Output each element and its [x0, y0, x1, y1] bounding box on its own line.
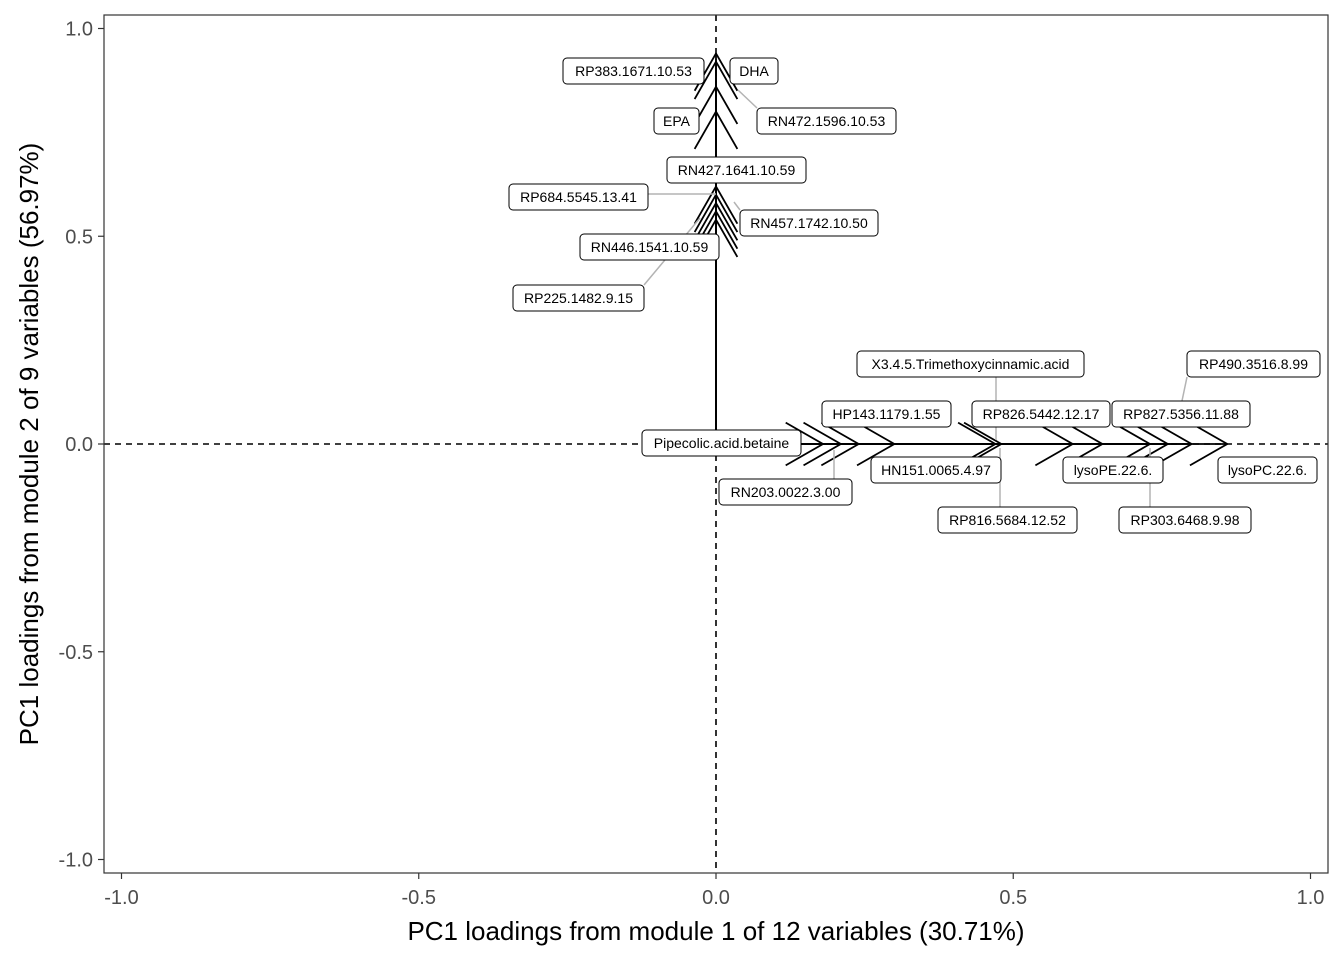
label-RP490.3516.8.99: RP490.3516.8.99 — [1186, 350, 1321, 378]
label-box — [1062, 456, 1164, 484]
label-EPA: EPA — [653, 107, 700, 135]
label-RN203.0022.3.00: RN203.0022.3.00 — [718, 478, 853, 506]
label-lysoPE.22.6.: lysoPE.22.6. — [1062, 456, 1164, 484]
arrowhead-EPA — [693, 109, 739, 150]
label-box — [856, 350, 1085, 378]
x-tick-label: 1.0 — [1297, 887, 1325, 909]
y-tick-label: -0.5 — [59, 642, 93, 664]
label-box — [971, 400, 1111, 428]
label-RN427.1641.10.59: RN427.1641.10.59 — [666, 156, 807, 184]
x-tick-label: -0.5 — [402, 887, 436, 909]
label-RP225.1482.9.15: RP225.1482.9.15 — [512, 284, 645, 312]
label-box — [579, 233, 720, 261]
label-box — [641, 429, 802, 457]
label-box — [821, 400, 952, 428]
label-text: EPA — [663, 113, 691, 129]
y-tick-label: 1.0 — [65, 19, 93, 41]
leader-RN457.1742.10.50 — [733, 201, 741, 211]
label-box — [729, 57, 779, 85]
label-box — [508, 183, 649, 211]
label-RP303.6468.9.98: RP303.6468.9.98 — [1118, 506, 1252, 534]
label-DHA: DHA — [729, 57, 779, 85]
label-box — [937, 506, 1078, 534]
label-text: HN151.0065.4.97 — [881, 462, 991, 478]
label-text: RP490.3516.8.99 — [1199, 356, 1308, 372]
label-box — [870, 456, 1002, 484]
label-box — [1217, 456, 1318, 484]
label-box — [718, 478, 853, 506]
label-text: RP827.5356.11.88 — [1123, 406, 1239, 422]
label-box — [1111, 400, 1251, 428]
label-text: RP383.1671.10.53 — [575, 63, 692, 79]
label-HP143.1179.1.55: HP143.1179.1.55 — [821, 400, 952, 428]
y-axis-title: PC1 loadings from module 2 of 9 variable… — [14, 143, 44, 746]
label-box — [1118, 506, 1252, 534]
x-axis-title: PC1 loadings from module 1 of 12 variabl… — [407, 916, 1024, 946]
label-RP816.5684.12.52: RP816.5684.12.52 — [937, 506, 1078, 534]
point-label-layer: RP383.1671.10.53 DHA RN472.1596.10.53 EPA RN… — [508, 57, 1321, 534]
label-HN151.0065.4.97: HN151.0065.4.97 — [870, 456, 1002, 484]
label-text: RP816.5684.12.52 — [949, 512, 1066, 528]
label-Pipecolic.acid.betaine: Pipecolic.acid.betaine — [641, 429, 802, 457]
label-text: Pipecolic.acid.betaine — [654, 435, 790, 451]
label-lysoPC.22.6.: lysoPC.22.6. — [1217, 456, 1318, 484]
label-box — [562, 57, 705, 85]
y-tick-label: 0.5 — [65, 226, 93, 248]
label-text: RP826.5442.12.17 — [983, 406, 1100, 422]
label-text: lysoPC.22.6. — [1228, 462, 1307, 478]
leader-RN472.1596.10.53 — [737, 89, 758, 109]
label-text: lysoPE.22.6. — [1074, 462, 1153, 478]
label-text: RP225.1482.9.15 — [524, 290, 633, 306]
x-tick-label: 0.5 — [999, 887, 1027, 909]
label-text: X3.4.5.Trimethoxycinnamic.acid — [872, 356, 1070, 372]
label-text: RN472.1596.10.53 — [768, 113, 886, 129]
label-text: HP143.1179.1.55 — [833, 406, 941, 422]
label-text: RN203.0022.3.00 — [731, 484, 841, 500]
x-tick-label: -1.0 — [104, 887, 138, 909]
label-RP826.5442.12.17: RP826.5442.12.17 — [971, 400, 1111, 428]
label-box — [1186, 350, 1321, 378]
label-box — [666, 156, 807, 184]
axes: -1.0 -0.5 0.0 0.5 1.0 1.0 0.5 0.0 -0.5 -1.0 — [59, 14, 1329, 909]
arrowhead-RN427.1641.10.59 — [693, 184, 739, 225]
label-box — [756, 107, 897, 135]
label-RN472.1596.10.53: RN472.1596.10.53 — [756, 107, 897, 135]
label-text: RN457.1742.10.50 — [750, 215, 868, 231]
label-box — [512, 284, 645, 312]
y-tick-label: 0.0 — [65, 434, 93, 456]
label-text: RP303.6468.9.98 — [1131, 512, 1240, 528]
label-box — [653, 107, 700, 135]
label-text: RP684.5545.13.41 — [520, 189, 637, 205]
label-box — [739, 209, 879, 237]
label-RN457.1742.10.50: RN457.1742.10.50 — [739, 209, 879, 237]
label-RP383.1671.10.53: RP383.1671.10.53 — [562, 57, 705, 85]
label-X3.4.5.Trimethoxycinnamic.acid: X3.4.5.Trimethoxycinnamic.acid — [856, 350, 1085, 378]
label-text: DHA — [739, 63, 769, 79]
x-tick-label: 0.0 — [702, 887, 730, 909]
label-RP684.5545.13.41: RP684.5545.13.41 — [508, 183, 649, 211]
label-text: RN446.1541.10.59 — [591, 239, 709, 255]
y-tick-label: -1.0 — [59, 850, 93, 872]
label-text: RN427.1641.10.59 — [678, 162, 796, 178]
label-RP827.5356.11.88: RP827.5356.11.88 — [1111, 400, 1251, 428]
label-RN446.1541.10.59: RN446.1541.10.59 — [579, 233, 720, 261]
